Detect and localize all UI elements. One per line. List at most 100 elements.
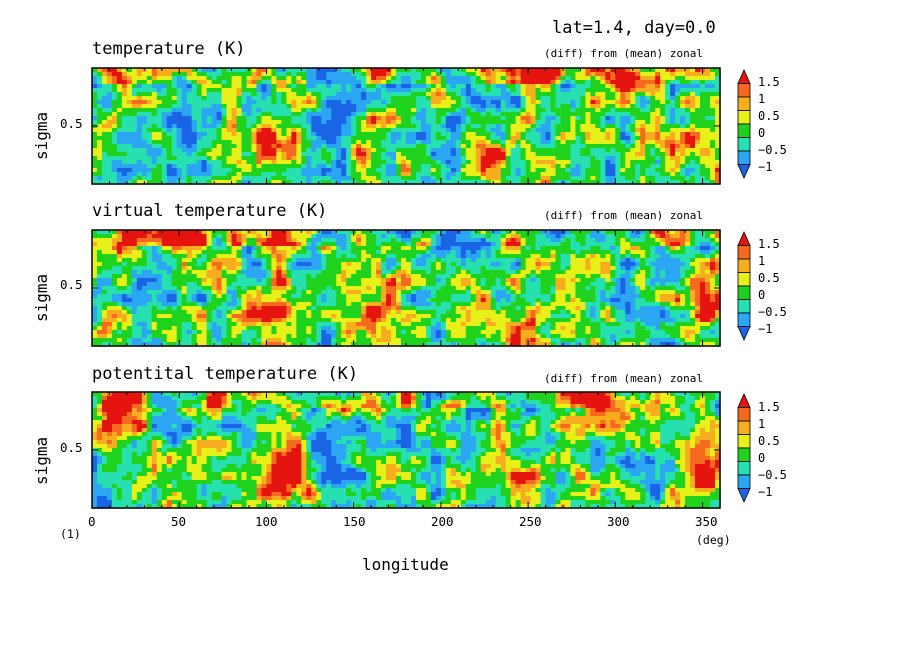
panel-1-cell: [410, 100, 417, 105]
panel-1-cell: [206, 72, 213, 77]
panel-1-cell: [410, 144, 417, 149]
panel-1-cell: [141, 132, 148, 137]
panel-1-cell: [396, 116, 402, 121]
panel-2-cell: [246, 302, 253, 307]
panel-1-cell: [92, 108, 98, 113]
panel-1-cell: [276, 120, 282, 125]
panel-1-cell: [336, 108, 342, 113]
panel-1-cell: [580, 100, 587, 105]
panel-1-cell: [580, 116, 587, 121]
panel-1-cell: [410, 152, 417, 157]
panel-1-cell: [376, 76, 382, 81]
panel-1-cell: [485, 80, 492, 85]
panel-1-cell: [161, 76, 168, 81]
panel-1-cell: [92, 156, 98, 161]
panel-1-cell: [485, 140, 492, 145]
panel-2-cell: [186, 302, 193, 307]
panel-1-cell: [455, 116, 462, 121]
panel-2-cell: [226, 326, 233, 331]
panel-1-cell: [555, 124, 562, 129]
panel-1-cell: [545, 128, 552, 133]
panel-2-cell: [301, 286, 307, 291]
panel-2-cell: [266, 342, 273, 347]
panel-2-cell: [256, 242, 263, 247]
panel-1-cell: [445, 100, 452, 105]
panel-1-cell: [420, 172, 427, 177]
panel-1-cell: [391, 164, 397, 169]
panel-2-cell: [186, 238, 193, 243]
panel-1-cell: [131, 132, 138, 137]
panel-1-cell: [301, 176, 307, 181]
panel-2-cell: [286, 334, 292, 339]
panel-1-cell: [515, 148, 522, 153]
panel-2-cell: [121, 282, 128, 287]
panel-1-cell: [470, 172, 477, 177]
panel-2-cell: [231, 274, 238, 279]
panel-1-cell: [356, 88, 362, 93]
panel-1-cell: [291, 120, 297, 125]
panel-1-cell: [460, 112, 467, 117]
panel-1-cell: [490, 108, 497, 113]
panel-1-cell: [236, 136, 243, 141]
panel-1-cell: [645, 164, 651, 169]
panel-2-cell: [101, 322, 108, 327]
panel-1-cell: [690, 92, 696, 97]
panel-1-cell: [445, 112, 452, 117]
panel-1-cell: [705, 88, 711, 93]
panel-1-cell: [475, 92, 482, 97]
panel-1-cell: [535, 80, 542, 85]
panel-1-cell: [126, 104, 133, 109]
panel-1-cell: [346, 180, 352, 185]
panel-1-cell: [715, 164, 721, 169]
panel-1-cell: [186, 76, 193, 81]
panel-2-cell: [151, 270, 158, 275]
panel-1-cell: [326, 80, 332, 85]
panel-2-cell: [251, 258, 258, 263]
panel-2-cell: [136, 294, 143, 299]
panel-2-cell: [226, 238, 233, 243]
panel-2-cell: [136, 234, 143, 239]
panel-1-cell: [241, 72, 248, 77]
panel-1-cell: [715, 176, 721, 181]
panel-1-cell: [246, 76, 253, 81]
panel-1-cell: [545, 140, 552, 145]
panel-1-cell: [470, 164, 477, 169]
panel-1-cell: [236, 72, 243, 77]
panel-1-cell: [650, 76, 656, 81]
panel-1-cell: [116, 172, 123, 177]
panel-1-cell: [361, 116, 367, 121]
panel-1-cell: [510, 176, 517, 181]
panel-2-cell: [256, 318, 263, 323]
panel-1-cell: [361, 140, 367, 145]
panel-1-cell: [326, 172, 332, 177]
panel-1-cell: [710, 160, 716, 165]
panel-2-cell: [121, 266, 128, 271]
panel-1-cell: [615, 100, 621, 105]
panel-1-cell: [251, 68, 258, 73]
panel-2-cell: [146, 298, 153, 303]
panel-2-cell: [206, 246, 213, 251]
panel-2-cell: [156, 250, 163, 255]
panel-1-cell: [510, 80, 517, 85]
panel-1-cell: [251, 76, 258, 81]
panel-1-cell: [381, 108, 387, 113]
panel-1-cell: [196, 84, 203, 89]
panel-1-cell: [141, 168, 148, 173]
panel-1-cell: [620, 144, 626, 149]
panel-2-cell: [206, 278, 213, 283]
panel-1-cell: [111, 120, 118, 125]
panel-1-cell: [196, 92, 203, 97]
panel-1-cell: [635, 136, 641, 141]
panel-1-cell: [460, 176, 467, 181]
panel-2-cell: [196, 234, 203, 239]
panel-1-cell: [326, 88, 332, 93]
panel-1-cell: [391, 144, 397, 149]
panel-1-cell: [311, 176, 317, 181]
panel-1-cell: [346, 124, 352, 129]
panel-1-cell: [510, 140, 517, 145]
panel-1-cell: [396, 104, 402, 109]
panel-1-cell: [595, 124, 601, 129]
panel-2-cell: [121, 278, 128, 283]
panel-1-cell: [500, 116, 507, 121]
panel-1-cell: [410, 88, 417, 93]
